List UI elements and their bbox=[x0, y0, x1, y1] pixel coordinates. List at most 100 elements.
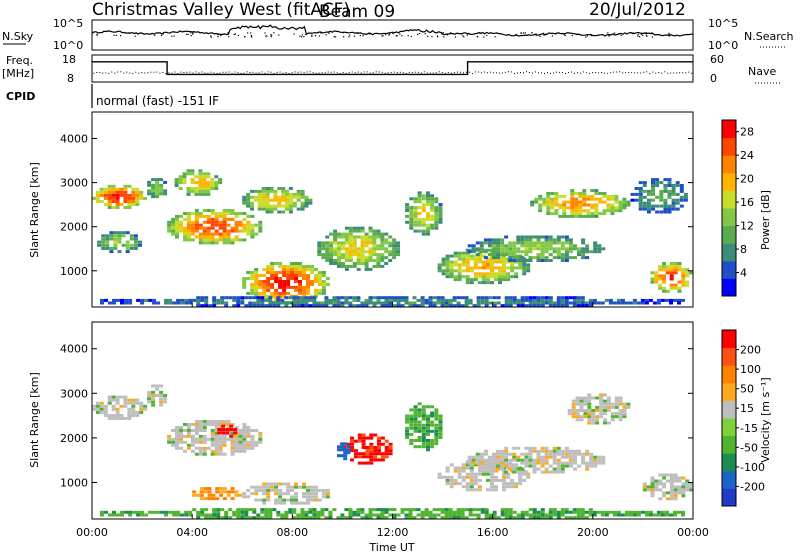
nave-dot bbox=[435, 72, 437, 74]
power-cell bbox=[508, 304, 513, 308]
power-cell bbox=[107, 187, 112, 191]
velocity-cell bbox=[589, 461, 594, 465]
velocity-cell bbox=[622, 402, 627, 406]
power-cell bbox=[396, 301, 401, 305]
velocity-cell bbox=[246, 443, 251, 447]
velocity-colorbar-tick: 15 bbox=[740, 402, 754, 415]
velocity-cell bbox=[119, 414, 124, 417]
power-cell bbox=[380, 301, 385, 305]
velocity-cell bbox=[369, 433, 374, 437]
velocity-cell bbox=[564, 452, 569, 456]
power-cell bbox=[364, 256, 369, 260]
velocity-cell bbox=[669, 491, 674, 495]
velocity-cell bbox=[528, 513, 533, 517]
power-cell bbox=[212, 301, 217, 305]
power-cell bbox=[658, 268, 663, 272]
velocity-cell bbox=[222, 440, 227, 444]
velocity-cell bbox=[384, 449, 389, 453]
velocity-cell bbox=[648, 510, 653, 514]
power-cell bbox=[651, 207, 655, 211]
velocity-cell bbox=[467, 455, 472, 459]
velocity-cell bbox=[350, 446, 354, 449]
velocity-cell bbox=[648, 513, 653, 517]
velocity-cell bbox=[294, 495, 298, 499]
power-cell bbox=[250, 283, 255, 286]
power-cell bbox=[119, 193, 124, 197]
power-cell bbox=[445, 254, 450, 258]
power-cell bbox=[196, 296, 201, 300]
velocity-cell bbox=[520, 458, 525, 462]
velocity-cell bbox=[677, 488, 682, 492]
power-cell bbox=[485, 275, 490, 279]
velocity-cell bbox=[198, 440, 203, 444]
velocity-cell bbox=[445, 478, 450, 482]
velocity-cell bbox=[316, 516, 321, 520]
power-cell bbox=[155, 180, 160, 184]
power-cell bbox=[368, 238, 373, 242]
power-cell bbox=[133, 243, 138, 247]
power-cell bbox=[304, 301, 309, 305]
search-noise-dot bbox=[466, 34, 468, 36]
power-cell bbox=[341, 235, 345, 239]
power-cell bbox=[218, 214, 223, 218]
power-cell bbox=[626, 203, 631, 207]
velocity-cell bbox=[212, 508, 217, 512]
power-cell bbox=[316, 301, 321, 305]
power-cell bbox=[384, 232, 389, 236]
velocity-cell bbox=[152, 510, 157, 514]
power-cell bbox=[144, 298, 149, 302]
velocity-cell bbox=[107, 398, 112, 402]
velocity-cell bbox=[230, 431, 235, 435]
power-cell bbox=[198, 235, 203, 239]
power-cell bbox=[658, 283, 663, 287]
velocity-cell bbox=[308, 516, 313, 520]
power-cell bbox=[404, 298, 409, 302]
nave-dot bbox=[243, 72, 245, 74]
power-cell bbox=[558, 206, 563, 210]
power-cell bbox=[329, 244, 334, 248]
velocity-cell bbox=[115, 410, 120, 414]
velocity-cell bbox=[560, 508, 565, 512]
power-cell bbox=[417, 223, 422, 227]
nave-dot bbox=[495, 72, 497, 74]
power-cell bbox=[538, 206, 543, 210]
velocity-cell bbox=[436, 508, 441, 512]
power-cell bbox=[512, 241, 517, 245]
power-cell bbox=[266, 268, 271, 271]
power-cell bbox=[246, 291, 251, 295]
power-cell bbox=[210, 220, 215, 224]
nave-dot bbox=[366, 71, 368, 73]
velocity-cell bbox=[552, 461, 557, 465]
nave-dot bbox=[285, 72, 287, 74]
nave-dot bbox=[580, 72, 582, 74]
power-cell bbox=[344, 267, 349, 271]
power-cell bbox=[107, 190, 112, 194]
power-cell bbox=[163, 180, 168, 184]
power-cell bbox=[302, 291, 306, 295]
velocity-cell bbox=[298, 485, 302, 489]
search-noise-dot bbox=[424, 33, 426, 35]
power-cell bbox=[190, 189, 195, 193]
velocity-cell bbox=[504, 470, 509, 474]
power-cell bbox=[196, 298, 201, 302]
power-cell bbox=[562, 194, 567, 198]
power-cell bbox=[449, 254, 454, 258]
velocity-cell bbox=[230, 440, 235, 444]
power-cell bbox=[622, 197, 627, 201]
power-cell bbox=[175, 223, 179, 227]
nave-dot bbox=[282, 72, 284, 74]
velocity-cell bbox=[421, 432, 426, 436]
velocity-cell bbox=[665, 513, 669, 517]
velocity-cell bbox=[532, 446, 537, 450]
search-noise-dot bbox=[171, 35, 173, 37]
power-cell bbox=[250, 274, 255, 277]
power-cell bbox=[677, 262, 682, 265]
velocity-cell bbox=[666, 497, 670, 501]
velocity-cell bbox=[210, 437, 215, 441]
velocity-cell bbox=[452, 510, 457, 514]
nave-dot bbox=[147, 72, 149, 74]
power-cell bbox=[481, 266, 486, 270]
power-cell bbox=[465, 269, 470, 273]
velocity-cell bbox=[226, 423, 231, 426]
power-cell bbox=[532, 247, 537, 251]
